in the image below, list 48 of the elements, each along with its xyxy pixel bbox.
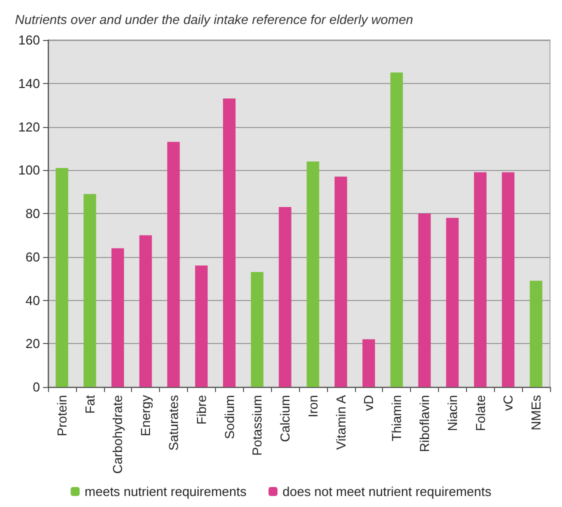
x-tick-label: Fat (82, 394, 98, 414)
bar (446, 218, 459, 387)
bar (278, 206, 292, 387)
x-tick-label: Saturates (166, 394, 181, 451)
bar (223, 98, 236, 387)
x-tick-label: Vitamin A (333, 394, 348, 450)
x-tick-label: Protein (54, 395, 70, 436)
bar (390, 72, 403, 387)
y-tick-label: 140 (18, 76, 40, 91)
y-tick-label: 20 (26, 336, 40, 352)
bar (195, 266, 208, 387)
y-tick-label: 160 (18, 32, 40, 48)
bar (362, 339, 375, 387)
x-tick-label: Energy (138, 394, 154, 436)
y-tick-label: 100 (18, 162, 40, 178)
bar (250, 272, 264, 387)
y-tick-label: 40 (26, 292, 40, 308)
bar (56, 168, 68, 387)
bar (306, 161, 320, 387)
x-tick-label: Riboflavin (417, 395, 432, 452)
y-tick-label: 120 (18, 119, 40, 134)
x-tick-label: vD (361, 395, 376, 411)
y-tick-label: 60 (26, 249, 40, 264)
chart-title: Nutrients over and under the daily intake reference for elderly women (15, 12, 414, 27)
x-tick-label: Niacin (444, 395, 460, 432)
bar (334, 176, 348, 387)
x-tick-label: Potassium (250, 395, 265, 456)
x-tick-label: Sodium (222, 395, 237, 440)
bar (418, 214, 431, 387)
bar (502, 172, 514, 387)
y-tick-label: 0 (32, 380, 40, 394)
x-tick-label: Carbohydrate (110, 395, 126, 474)
legend-label: meets nutrient requirements (84, 484, 248, 499)
x-tick-label: NMEs (528, 394, 544, 430)
x-tick-label: Iron (305, 395, 320, 418)
bar (167, 142, 180, 387)
legend-label: does not meet nutrient requirements (282, 484, 492, 499)
x-tick-label: vC (500, 395, 516, 411)
bar (84, 194, 96, 387)
bar (111, 248, 124, 387)
x-tick-label: Fibre (194, 395, 209, 425)
bar (474, 172, 487, 387)
x-tick-label: Folate (472, 395, 488, 432)
x-tick-label: Calcium (278, 395, 293, 442)
x-tick-label: Thiamin (389, 395, 404, 442)
bar (139, 235, 152, 387)
bar (530, 280, 542, 387)
y-tick-label: 80 (26, 206, 40, 221)
